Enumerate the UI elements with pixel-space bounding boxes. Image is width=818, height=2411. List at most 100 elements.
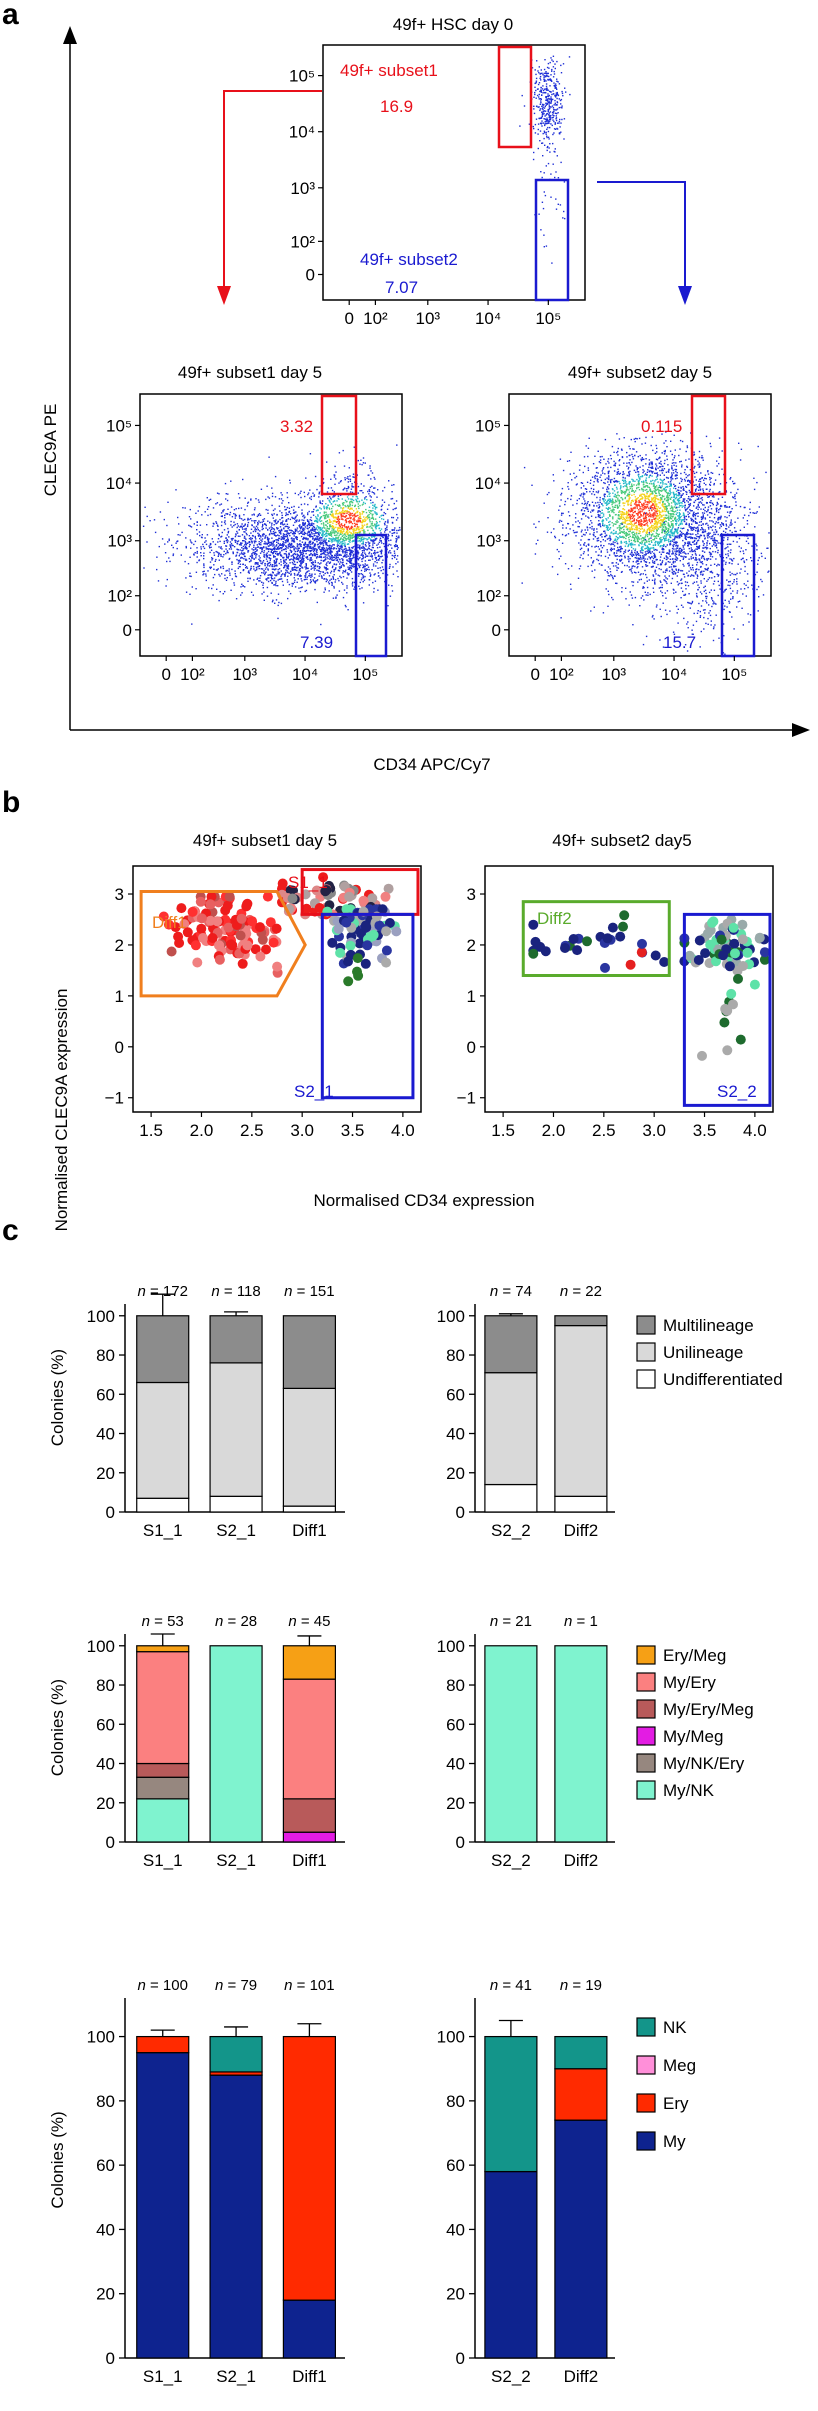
flow-event: [297, 544, 299, 546]
flow-event: [375, 513, 378, 516]
flow-event: [274, 602, 276, 604]
flow-event: [245, 532, 248, 535]
flow-event: [239, 566, 241, 568]
flow-event: [570, 451, 572, 453]
flow-event: [318, 519, 321, 521]
flow-event: [380, 540, 382, 543]
flow-event: [538, 93, 540, 96]
flow-event: [270, 592, 272, 594]
flow-event: [281, 580, 284, 583]
flow-event: [296, 548, 298, 550]
flow-event: [637, 557, 639, 559]
flow-event: [549, 79, 552, 82]
flow-event: [280, 575, 282, 578]
flow-event: [307, 534, 309, 536]
flow-event: [551, 93, 553, 96]
flow-event: [294, 518, 296, 520]
flow-event: [286, 492, 288, 494]
flow-event: [265, 524, 267, 527]
flow-event: [678, 454, 680, 457]
flow-event: [540, 69, 542, 71]
flow-event: [351, 504, 354, 507]
flow-event: [339, 538, 342, 540]
flow-event: [238, 516, 241, 518]
flow-event: [543, 110, 545, 113]
flow-event: [550, 57, 552, 59]
flow-plot-title: 49f+ HSC day 0: [393, 15, 514, 34]
flow-event: [296, 555, 298, 557]
flow-event: [692, 519, 695, 522]
flow-event: [263, 591, 265, 593]
flow-event: [359, 517, 361, 520]
flow-event: [254, 562, 257, 564]
flow-event: [319, 573, 321, 575]
flow-event: [366, 564, 369, 566]
flow-event: [675, 565, 677, 567]
flow-event: [338, 452, 341, 454]
flow-event: [655, 444, 657, 447]
flow-event: [329, 544, 331, 547]
flow-event: [626, 486, 628, 488]
flow-event: [713, 517, 716, 519]
flow-event: [559, 126, 561, 128]
flow-event: [299, 540, 301, 542]
flow-event: [653, 490, 655, 492]
flow-event: [552, 76, 555, 78]
flow-event: [343, 570, 345, 573]
flow-event: [273, 548, 276, 551]
flow-event: [212, 584, 214, 586]
flow-event: [314, 538, 316, 540]
flow-event: [650, 531, 653, 533]
flow-event: [334, 555, 336, 557]
flow-event: [718, 462, 720, 465]
flow-event: [368, 526, 370, 528]
flow-event: [338, 550, 341, 552]
flow-event: [366, 499, 368, 501]
flow-event: [357, 536, 359, 539]
flow-event: [730, 543, 732, 545]
flow-event: [632, 448, 634, 450]
flow-event: [364, 462, 366, 464]
flow-event: [364, 552, 366, 554]
flow-event: [539, 75, 542, 78]
flow-event: [614, 506, 616, 508]
flow-event: [686, 445, 688, 447]
flow-event: [636, 533, 638, 535]
flow-event: [254, 536, 256, 539]
flow-event: [275, 574, 278, 576]
flow-event: [549, 98, 551, 100]
flow-event: [396, 544, 398, 547]
flow-event: [265, 578, 267, 580]
flow-event: [229, 544, 231, 546]
flow-event: [348, 531, 351, 533]
flow-event: [317, 515, 319, 517]
flow-event: [311, 524, 313, 526]
flow-event: [323, 574, 325, 576]
flow-event: [643, 470, 645, 472]
flow-event: [615, 530, 617, 533]
flow-event: [202, 543, 204, 546]
flow-event: [376, 524, 378, 527]
flow-event: [255, 525, 258, 528]
flow-event: [335, 510, 337, 512]
flow-event: [619, 551, 621, 553]
flow-event: [359, 515, 362, 517]
flow-event: [653, 553, 656, 556]
flow-event: [382, 518, 385, 521]
flow-event: [285, 562, 288, 565]
flow-event: [300, 545, 302, 548]
flow-event: [306, 545, 309, 548]
panel-a-x-axis-label: CD34 APC/Cy7: [373, 755, 490, 774]
flow-event: [607, 605, 609, 607]
flow-event: [320, 556, 323, 559]
flow-event: [351, 501, 354, 504]
flow-event: [538, 82, 541, 84]
flow-event: [539, 109, 541, 112]
flow-event: [230, 546, 232, 548]
flow-event: [688, 512, 691, 514]
flow-event: [307, 538, 309, 540]
flow-event: [326, 525, 328, 528]
flow-event: [387, 605, 389, 607]
flow-event: [281, 502, 283, 504]
flow-event: [275, 560, 278, 562]
